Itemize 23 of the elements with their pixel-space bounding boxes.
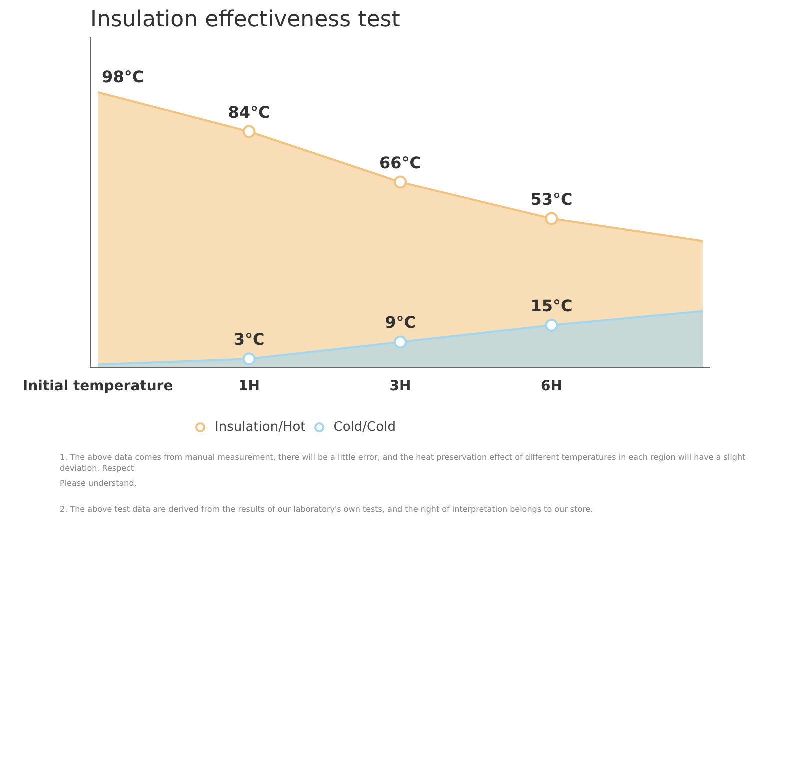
point bbox=[242, 125, 256, 138]
data-label: 9°C bbox=[385, 313, 416, 332]
legend-label: Cold/Cold bbox=[334, 420, 396, 434]
text: 1. The above data comes from manual measurement, there will be a little error, and the heat preservation effect of different temperatures in each region will have a slight deviation. Respect bbox=[60, 452, 747, 475]
point bbox=[242, 352, 256, 366]
x-tick-label: 3H bbox=[390, 378, 412, 394]
x-tick-label: 1H bbox=[238, 378, 260, 394]
data-label: 53°C bbox=[530, 190, 573, 209]
point bbox=[394, 336, 407, 349]
point bbox=[545, 318, 558, 332]
annotation: 98°C bbox=[102, 68, 144, 86]
data-label: 66°C bbox=[379, 153, 422, 172]
x-tick-label: Initial temperature bbox=[22, 378, 174, 394]
text: Please understand, bbox=[60, 478, 137, 490]
x-tick-label: 6H bbox=[540, 378, 562, 394]
legend-label: Insulation/Hot bbox=[215, 420, 306, 434]
data-label: 84°C bbox=[228, 102, 270, 122]
data-label: 15°C bbox=[530, 296, 573, 316]
text: 2. The above test data are derived from the results of our laboratory's own tests, and the right of interpretation belongs to our store. bbox=[60, 504, 594, 516]
data-label: 3°C bbox=[234, 330, 265, 350]
chart-title: Insulation effectiveness test bbox=[90, 8, 401, 32]
point bbox=[545, 212, 558, 226]
point bbox=[394, 176, 407, 189]
